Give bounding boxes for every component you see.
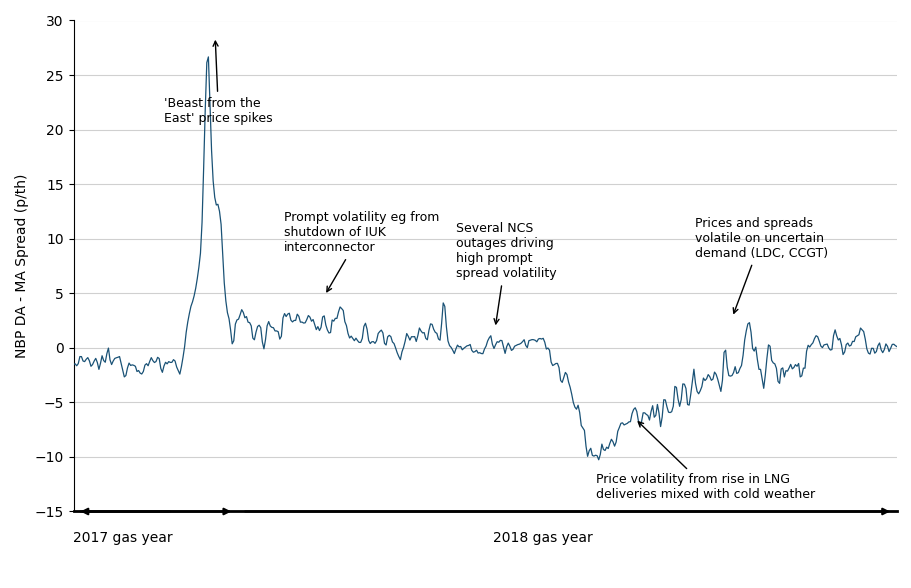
Text: 2017 gas year: 2017 gas year — [73, 531, 172, 545]
Text: Several NCS
outages driving
high prompt
spread volatility: Several NCS outages driving high prompt … — [456, 222, 557, 324]
Text: Prices and spreads
volatile on uncertain
demand (LDC, CCGT): Prices and spreads volatile on uncertain… — [694, 217, 827, 313]
Text: Price volatility from rise in LNG
deliveries mixed with cold weather: Price volatility from rise in LNG delive… — [596, 422, 814, 502]
Y-axis label: NBP DA - MA Spread (p/th): NBP DA - MA Spread (p/th) — [15, 174, 29, 358]
Text: 2018 gas year: 2018 gas year — [493, 531, 592, 545]
Text: 'Beast from the
East' price spikes: 'Beast from the East' price spikes — [164, 41, 272, 125]
Text: Prompt volatility eg from
shutdown of IUK
interconnector: Prompt volatility eg from shutdown of IU… — [283, 212, 438, 292]
